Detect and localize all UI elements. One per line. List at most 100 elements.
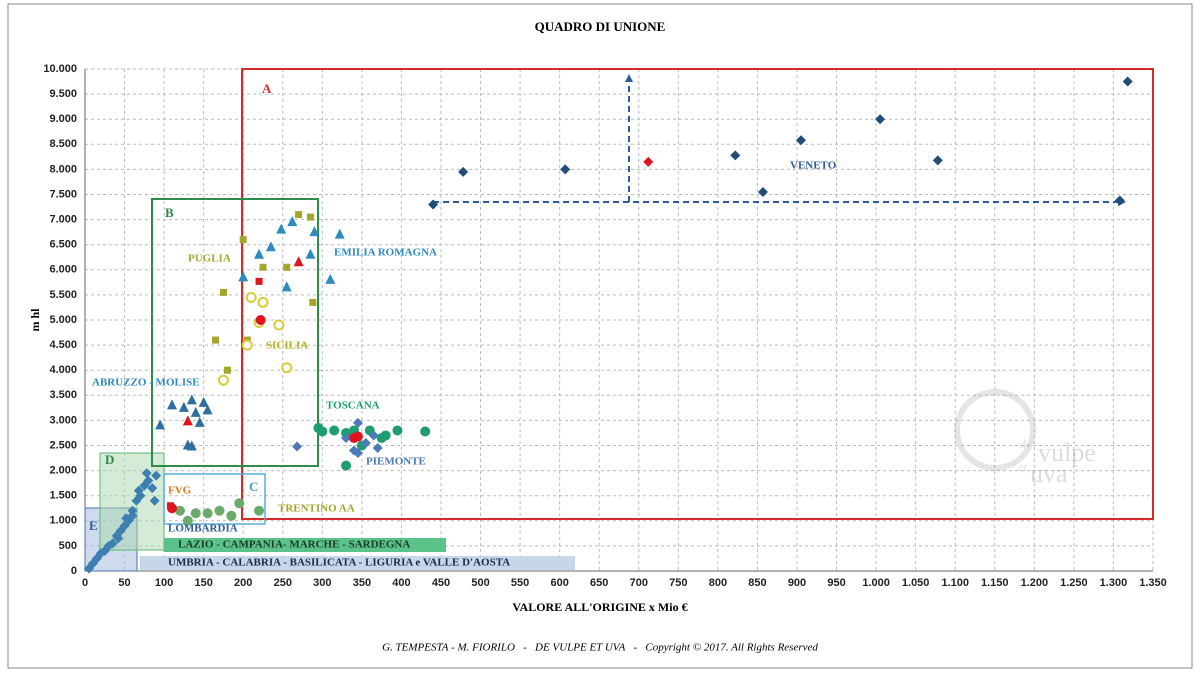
x-tick-label: 750: [669, 577, 687, 589]
y-tick-label: 2.500: [49, 439, 77, 451]
point: [306, 213, 314, 221]
watermark-text: et: [1018, 460, 1027, 474]
y-tick-label: 8.000: [49, 163, 77, 175]
point: [234, 498, 245, 509]
y-tick-label: 1.500: [49, 490, 77, 502]
point: [341, 427, 352, 438]
annotation: D: [105, 452, 114, 467]
y-tick-label: 3.000: [49, 414, 77, 426]
x-tick-label: 400: [392, 577, 410, 589]
point: [295, 211, 303, 219]
point: [255, 277, 263, 285]
x-axis-label: VALORE ALL'ORIGINE x Mio €: [512, 600, 687, 614]
x-tick-label: 1.350: [1139, 577, 1167, 589]
region-c: [163, 473, 266, 525]
x-tick-label: 200: [234, 577, 252, 589]
point: [127, 505, 138, 516]
x-tick-label: 1.200: [1021, 577, 1049, 589]
point: [166, 502, 174, 510]
point: [281, 362, 293, 374]
watermark-swirl: [954, 389, 1036, 471]
annotation: B: [165, 205, 174, 220]
x-tick-label: 50: [118, 577, 130, 589]
x-tick-label: 700: [630, 577, 648, 589]
point: [257, 296, 269, 308]
y-tick-label: 9.000: [49, 113, 77, 125]
y-tick-label: 7.000: [49, 214, 77, 226]
point: [141, 468, 152, 479]
point: [392, 425, 403, 436]
x-tick-label: 500: [471, 577, 489, 589]
point: [273, 319, 285, 331]
point: [202, 508, 213, 519]
y-tick-label: 500: [59, 540, 77, 552]
point: [182, 415, 193, 426]
x-tick-label: 800: [709, 577, 727, 589]
point: [214, 505, 225, 516]
y-tick-label: 8.500: [49, 138, 77, 150]
point: [352, 431, 363, 442]
x-tick-label: 1.300: [1100, 577, 1128, 589]
y-tick-label: 2.000: [49, 465, 77, 477]
point: [932, 155, 943, 166]
point: [372, 443, 383, 454]
point: [167, 399, 178, 410]
point: [245, 291, 257, 303]
x-tick-label: 150: [194, 577, 212, 589]
region-a: [241, 68, 1154, 520]
point: [182, 515, 193, 526]
x-tick-label: 550: [511, 577, 529, 589]
point: [352, 448, 363, 459]
veneto-arrows: [433, 82, 1118, 203]
point: [428, 199, 439, 210]
annotation: C: [249, 479, 258, 494]
point: [147, 483, 158, 494]
point: [239, 236, 247, 244]
point: [143, 475, 154, 486]
y-tick-label: 6.000: [49, 264, 77, 276]
point: [309, 298, 317, 306]
annotation: LOMBARDIA: [168, 523, 238, 535]
band-umbria: [140, 556, 575, 570]
annotation: LAZIO - CAMPANIA- MARCHE - SARDEGNA: [178, 539, 410, 551]
point: [133, 485, 144, 496]
point: [305, 248, 316, 259]
y-tick-label: 10.000: [43, 63, 77, 75]
y-tick-label: 7.500: [49, 188, 77, 200]
annotation: A: [262, 81, 272, 96]
point: [241, 339, 253, 351]
watermark-text: de: [1020, 437, 1032, 451]
point: [309, 226, 320, 237]
point: [121, 513, 132, 524]
point: [317, 426, 328, 437]
annotation: ABRUZZO - MOLISE: [92, 377, 200, 389]
y-tick-label: 5.500: [49, 289, 77, 301]
x-tick-label: 850: [748, 577, 766, 589]
point: [368, 430, 379, 441]
point: [352, 417, 363, 428]
point: [190, 508, 201, 519]
point: [283, 263, 291, 271]
x-tick-label: 450: [432, 577, 450, 589]
point: [151, 470, 162, 481]
point: [795, 135, 806, 146]
point: [190, 406, 201, 417]
y-axis-label: m hl: [28, 308, 42, 332]
point: [458, 166, 469, 177]
point: [194, 416, 205, 427]
point: [1122, 76, 1133, 87]
x-tick-label: 650: [590, 577, 608, 589]
point: [360, 437, 371, 448]
band-lazio: [164, 538, 446, 552]
x-tick-label: 1.100: [941, 577, 969, 589]
point: [223, 366, 231, 374]
annotation: TOSCANA: [326, 400, 380, 412]
annotation: PIEMONTE: [366, 456, 426, 468]
grid: [84, 68, 1154, 572]
point: [341, 460, 352, 471]
x-tick-label: 1.000: [862, 577, 890, 589]
watermark: de vulpe et uva: [954, 389, 1096, 488]
annotation: PUGLIA: [188, 253, 231, 265]
y-tick-label: 1.000: [49, 515, 77, 527]
